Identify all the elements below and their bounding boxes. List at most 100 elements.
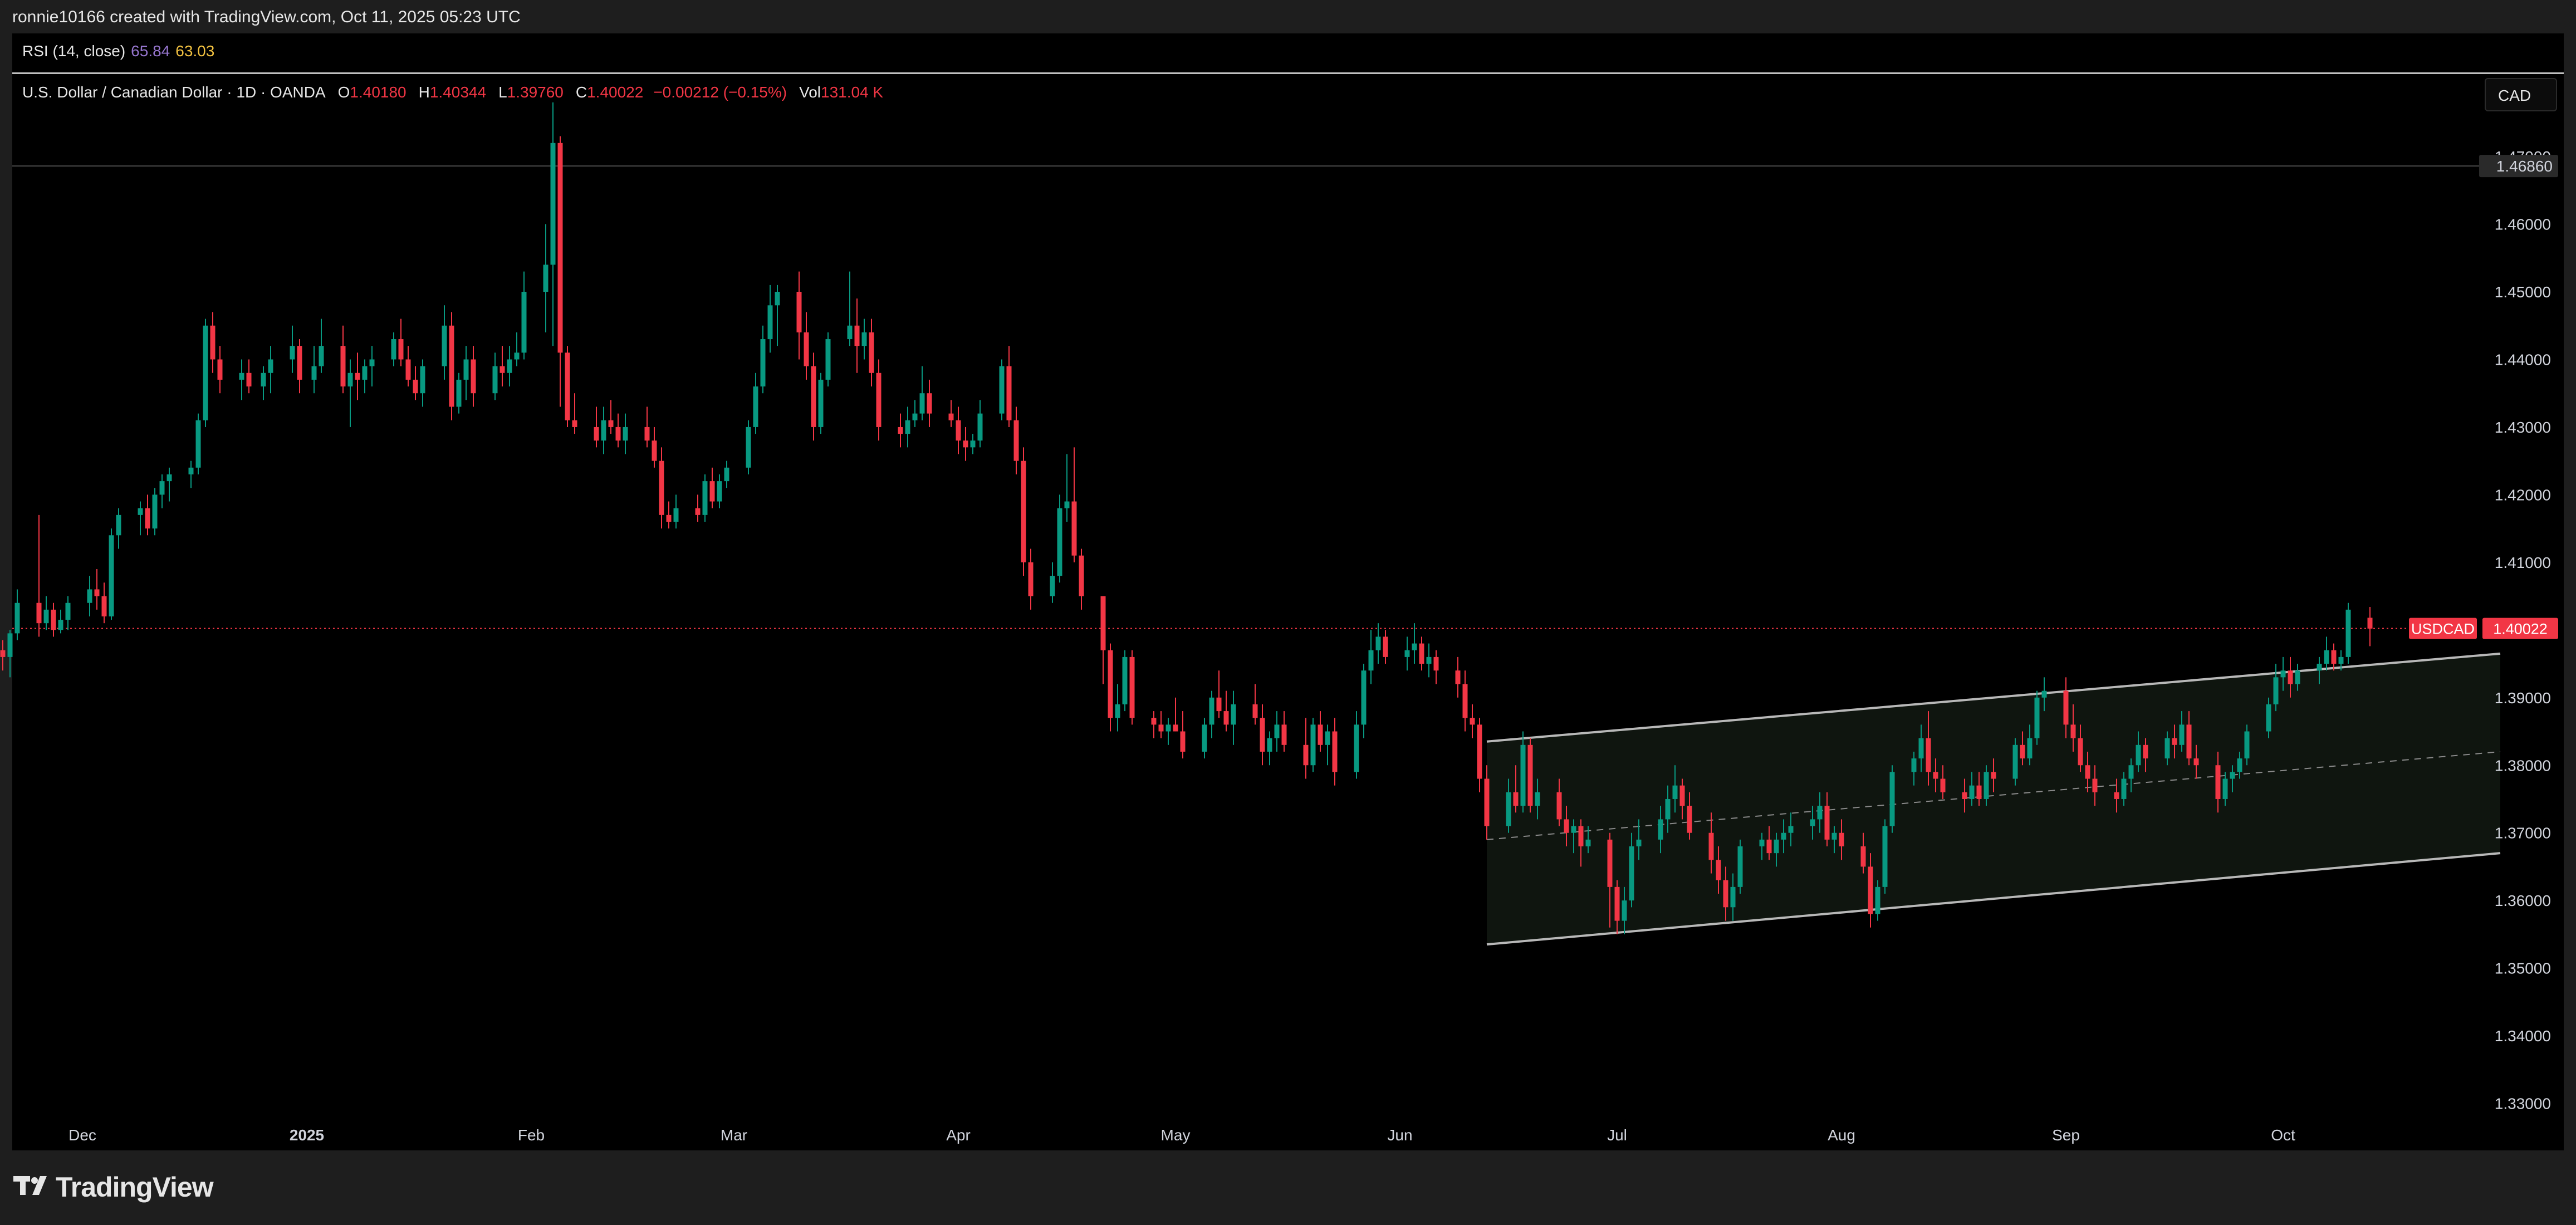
candle-body[interactable] [347, 373, 353, 387]
candle-body[interactable] [2012, 744, 2018, 779]
candle-body[interactable] [2215, 765, 2221, 799]
candle-body[interactable] [471, 359, 476, 394]
candle-body[interactable] [391, 339, 396, 360]
candle-body[interactable] [854, 325, 860, 346]
candle-body[interactable] [1969, 785, 1975, 799]
candle-body[interactable] [608, 420, 614, 427]
candle-body[interactable] [767, 305, 773, 340]
candle-body[interactable] [717, 481, 722, 502]
candle-body[interactable] [1260, 718, 1265, 752]
candle-body[interactable] [1057, 508, 1062, 576]
candle-body[interactable] [2092, 778, 2098, 792]
candle-body[interactable] [1426, 656, 1432, 664]
candle-body[interactable] [804, 332, 809, 366]
candle-body[interactable] [1419, 643, 1424, 664]
candle-body[interactable] [87, 589, 92, 603]
candle-body[interactable] [2338, 656, 2344, 664]
candle-body[interactable] [65, 602, 71, 620]
candle-body[interactable] [2085, 765, 2090, 779]
candle-body[interactable] [405, 359, 411, 380]
candle-body[interactable] [977, 413, 983, 441]
candle-body[interactable] [818, 379, 824, 427]
candle-body[interactable] [702, 481, 708, 515]
candle-body[interactable] [2345, 609, 2351, 657]
candle-body[interactable] [195, 420, 201, 468]
candle-body[interactable] [1274, 724, 1280, 738]
candle-body[interactable] [1013, 420, 1019, 461]
candle-body[interactable] [463, 359, 469, 380]
candle-body[interactable] [492, 366, 498, 394]
candle-body[interactable] [2136, 744, 2141, 766]
candle-body[interactable] [1470, 718, 1475, 725]
candle-body[interactable] [1383, 636, 1388, 657]
candle-body[interactable] [1231, 704, 1236, 725]
candle-body[interactable] [109, 535, 114, 617]
candle-body[interactable] [138, 508, 143, 515]
candle-body[interactable] [811, 366, 816, 427]
candle-body[interactable] [210, 325, 216, 360]
candle-body[interactable] [1506, 792, 1511, 826]
candle-body[interactable] [1991, 772, 1996, 779]
tradingview-logo-icon[interactable] [12, 1169, 51, 1203]
candle-body[interactable] [724, 467, 729, 482]
candle-body[interactable] [297, 346, 302, 380]
candle-body[interactable] [159, 481, 165, 495]
candle-body[interactable] [2143, 744, 2148, 759]
candle-body[interactable] [2020, 744, 2025, 759]
candle-body[interactable] [1708, 832, 1714, 860]
candle-body[interactable] [869, 332, 874, 373]
candle-body[interactable] [847, 325, 853, 340]
candle-body[interactable] [1462, 684, 1468, 718]
candle-body[interactable] [2230, 772, 2235, 779]
candle-body[interactable] [1875, 886, 1880, 914]
candle-body[interactable] [956, 420, 961, 441]
candle-body[interactable] [2121, 778, 2127, 799]
candle-body[interactable] [760, 339, 766, 387]
candle-body[interactable] [2034, 697, 2040, 738]
candle-body[interactable] [1962, 792, 1967, 799]
candle-body[interactable] [565, 352, 570, 420]
candle-body[interactable] [557, 143, 563, 353]
candle-body[interactable] [311, 366, 317, 380]
candle-body[interactable] [1021, 460, 1026, 562]
candle-body[interactable] [1723, 880, 1728, 908]
candle-body[interactable] [2193, 758, 2199, 766]
channel-middle-line[interactable] [1486, 751, 2501, 840]
candle-body[interactable] [1267, 738, 1272, 752]
candle-body[interactable] [912, 413, 918, 420]
candle-body[interactable] [1918, 738, 1924, 759]
candle-body[interactable] [963, 440, 968, 448]
candle-body[interactable] [615, 427, 621, 441]
candle-body[interactable] [927, 393, 932, 414]
candle-body[interactable] [1100, 596, 1106, 650]
candle-body[interactable] [2237, 758, 2242, 772]
candle-body[interactable] [188, 467, 194, 474]
candle-body[interactable] [659, 460, 664, 515]
candle-body[interactable] [499, 366, 505, 373]
candle-body[interactable] [362, 366, 368, 380]
candle-body[interactable] [1303, 744, 1309, 766]
candle-body[interactable] [1882, 826, 1888, 887]
candle-body[interactable] [1151, 718, 1157, 725]
candle-body[interactable] [1571, 826, 1576, 833]
candle-body[interactable] [1520, 744, 1526, 806]
candle-body[interactable] [1028, 562, 1034, 596]
candle-body[interactable] [2367, 618, 2373, 629]
candle-body[interactable] [1412, 643, 1417, 650]
candle-body[interactable] [1108, 650, 1113, 718]
candle-body[interactable] [340, 346, 346, 387]
candle-body[interactable] [514, 352, 520, 360]
candle-body[interactable] [217, 359, 223, 380]
candle-body[interactable] [1564, 819, 1569, 833]
candle-body[interactable] [825, 339, 831, 380]
candle-body[interactable] [1209, 697, 1214, 725]
candle-body[interactable] [1658, 819, 1663, 840]
candle-body[interactable] [543, 264, 548, 292]
candle-body[interactable] [2027, 738, 2033, 759]
candle-body[interactable] [1730, 886, 1736, 908]
candle-body[interactable] [1940, 778, 1946, 792]
candle-body[interactable] [1368, 650, 1374, 671]
currency-button[interactable]: CAD [2485, 78, 2557, 111]
candle-body[interactable] [898, 427, 903, 434]
